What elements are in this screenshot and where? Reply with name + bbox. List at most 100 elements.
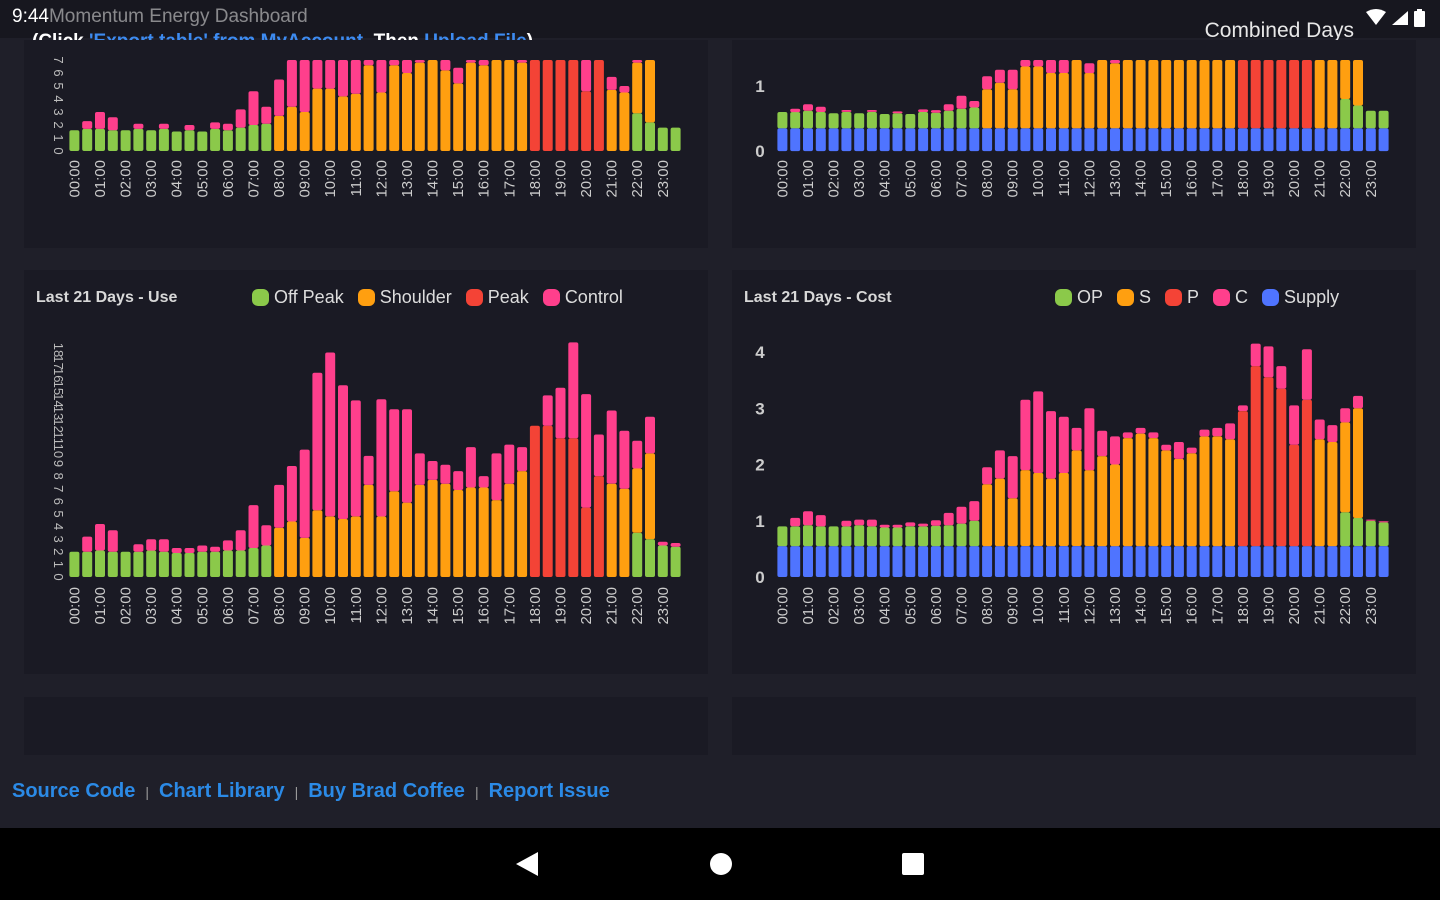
bar-segment-shoulder (1161, 450, 1172, 546)
bar-segment-supply (828, 128, 839, 152)
bar-segment-shoulder (1186, 60, 1197, 129)
x-tick-label: 15:00 (450, 587, 467, 625)
legend-shoulder[interactable]: Shoulder (357, 287, 452, 308)
bar-segment-offpeak (828, 113, 839, 129)
bar-segment-offpeak (120, 551, 131, 577)
bar-segment-supply (1058, 546, 1069, 577)
bar-segment-control (491, 453, 502, 501)
bar-segment-shoulder (1327, 442, 1338, 547)
bar-segment-control (542, 395, 553, 426)
bar-segment-control (581, 60, 592, 92)
bar-segment-shoulder (1148, 438, 1159, 547)
x-tick-label: 04:00 (877, 587, 894, 625)
bar-segment-shoulder (363, 65, 374, 151)
recents-icon[interactable] (900, 850, 926, 878)
bar-segment-supply (1276, 546, 1287, 577)
view-selector[interactable]: Combined Days (1204, 19, 1354, 42)
legend-label: OP (1077, 287, 1104, 307)
x-tick-label: 10:00 (1030, 160, 1047, 198)
chart-library-link[interactable]: Chart Library (159, 780, 285, 802)
bar-segment-supply (943, 546, 954, 577)
bar-segment-control (158, 539, 169, 552)
bar-segment-supply (1237, 546, 1248, 577)
bar-segment-control (918, 109, 929, 112)
app-title-text: Momentum Energy Dashboard (48, 6, 308, 27)
bar-segment-shoulder (1148, 60, 1159, 129)
x-tick-label: 09:00 (297, 587, 314, 625)
bar-segment-control (1378, 521, 1389, 523)
bar-segment-supply (1378, 128, 1389, 152)
y-tick-label: 9 (51, 460, 66, 467)
bar-segment-shoulder (1340, 422, 1351, 513)
x-tick-label: 18:00 (1235, 160, 1252, 198)
bar-segment-shoulder (619, 92, 630, 151)
home-icon[interactable] (708, 850, 734, 878)
legend-p[interactable]: P (1165, 287, 1199, 308)
bar-segment-peak (555, 60, 566, 151)
legend-offpeak[interactable]: Off Peak (252, 287, 344, 308)
bar-segment-supply (905, 546, 916, 577)
y-tick-label: 11 (51, 432, 66, 446)
cost-legend: OP S P C Supply (1055, 287, 1339, 308)
report-issue-link[interactable]: Report Issue (488, 780, 610, 802)
bar-segment-shoulder (453, 490, 464, 577)
bar-segment-supply (879, 546, 890, 577)
bar-segment-offpeak (82, 551, 93, 577)
bar-segment-offpeak (632, 113, 643, 151)
bar-segment-control (1135, 427, 1146, 434)
bar-segment-shoulder (414, 484, 425, 577)
bar-segment-offpeak (133, 551, 144, 577)
bar-segment-control (969, 501, 980, 521)
legend-peak[interactable]: Peak (465, 287, 529, 308)
y-tick-label: 18 (51, 343, 66, 357)
x-tick-label: 22:00 (629, 160, 646, 198)
bar-segment-supply (1161, 128, 1172, 152)
bar-segment-control (82, 121, 93, 129)
x-tick-label: 23:00 (655, 587, 672, 625)
bar-segment-control (171, 548, 182, 553)
x-tick-label: 05:00 (902, 160, 919, 198)
bar-segment-control (478, 60, 489, 66)
bar-segment-control (82, 536, 93, 552)
y-tick-label: 1 (755, 77, 764, 96)
bar-segment-shoulder (1058, 472, 1069, 546)
legend-c[interactable]: C (1213, 287, 1248, 308)
bar-segment-offpeak (670, 546, 681, 577)
bar-segment-supply (1314, 128, 1325, 152)
bar-segment-control (1097, 430, 1108, 457)
bar-segment-offpeak (107, 130, 118, 151)
x-tick-label: 19:00 (1260, 587, 1277, 625)
bar-segment-offpeak (943, 110, 954, 129)
x-tick-label: 09:00 (297, 160, 314, 198)
legend-s[interactable]: S (1117, 287, 1151, 308)
x-tick-label: 18:00 (1235, 587, 1252, 625)
bar-segment-supply (1250, 128, 1261, 152)
bar-segment-supply (1353, 546, 1363, 577)
x-tick-label: 19:00 (552, 587, 569, 625)
bar-segment-supply (841, 546, 852, 577)
bar-segment-control (414, 453, 425, 485)
bar-segment-supply (982, 128, 993, 152)
legend-op[interactable]: OP (1055, 287, 1103, 308)
x-tick-label: 16:00 (1184, 587, 1201, 625)
bar-segment-control (606, 410, 617, 484)
bar-segment-supply (1301, 128, 1312, 152)
bar-segment-shoulder (478, 65, 489, 151)
bar-segment-supply (982, 546, 993, 577)
bar-segment-shoulder (286, 521, 297, 577)
legend-supply[interactable]: Supply (1262, 287, 1339, 308)
buy-coffee-link[interactable]: Buy Brad Coffee (308, 780, 465, 802)
bar-segment-supply (1289, 546, 1300, 577)
back-icon[interactable] (514, 850, 540, 878)
bar-segment-control (943, 512, 954, 526)
x-tick-label: 11:00 (1056, 160, 1073, 196)
bar-segment-control (1173, 442, 1184, 459)
x-tick-label: 11:00 (348, 160, 365, 196)
bar-segment-supply (1110, 128, 1120, 152)
legend-control[interactable]: Control (542, 287, 623, 308)
bar-segment-shoulder (1199, 60, 1210, 129)
bar-segment-control (956, 95, 967, 109)
bar-segment-shoulder (1122, 60, 1133, 129)
source-code-link[interactable]: Source Code (12, 780, 136, 802)
bar-segment-control (930, 110, 941, 113)
